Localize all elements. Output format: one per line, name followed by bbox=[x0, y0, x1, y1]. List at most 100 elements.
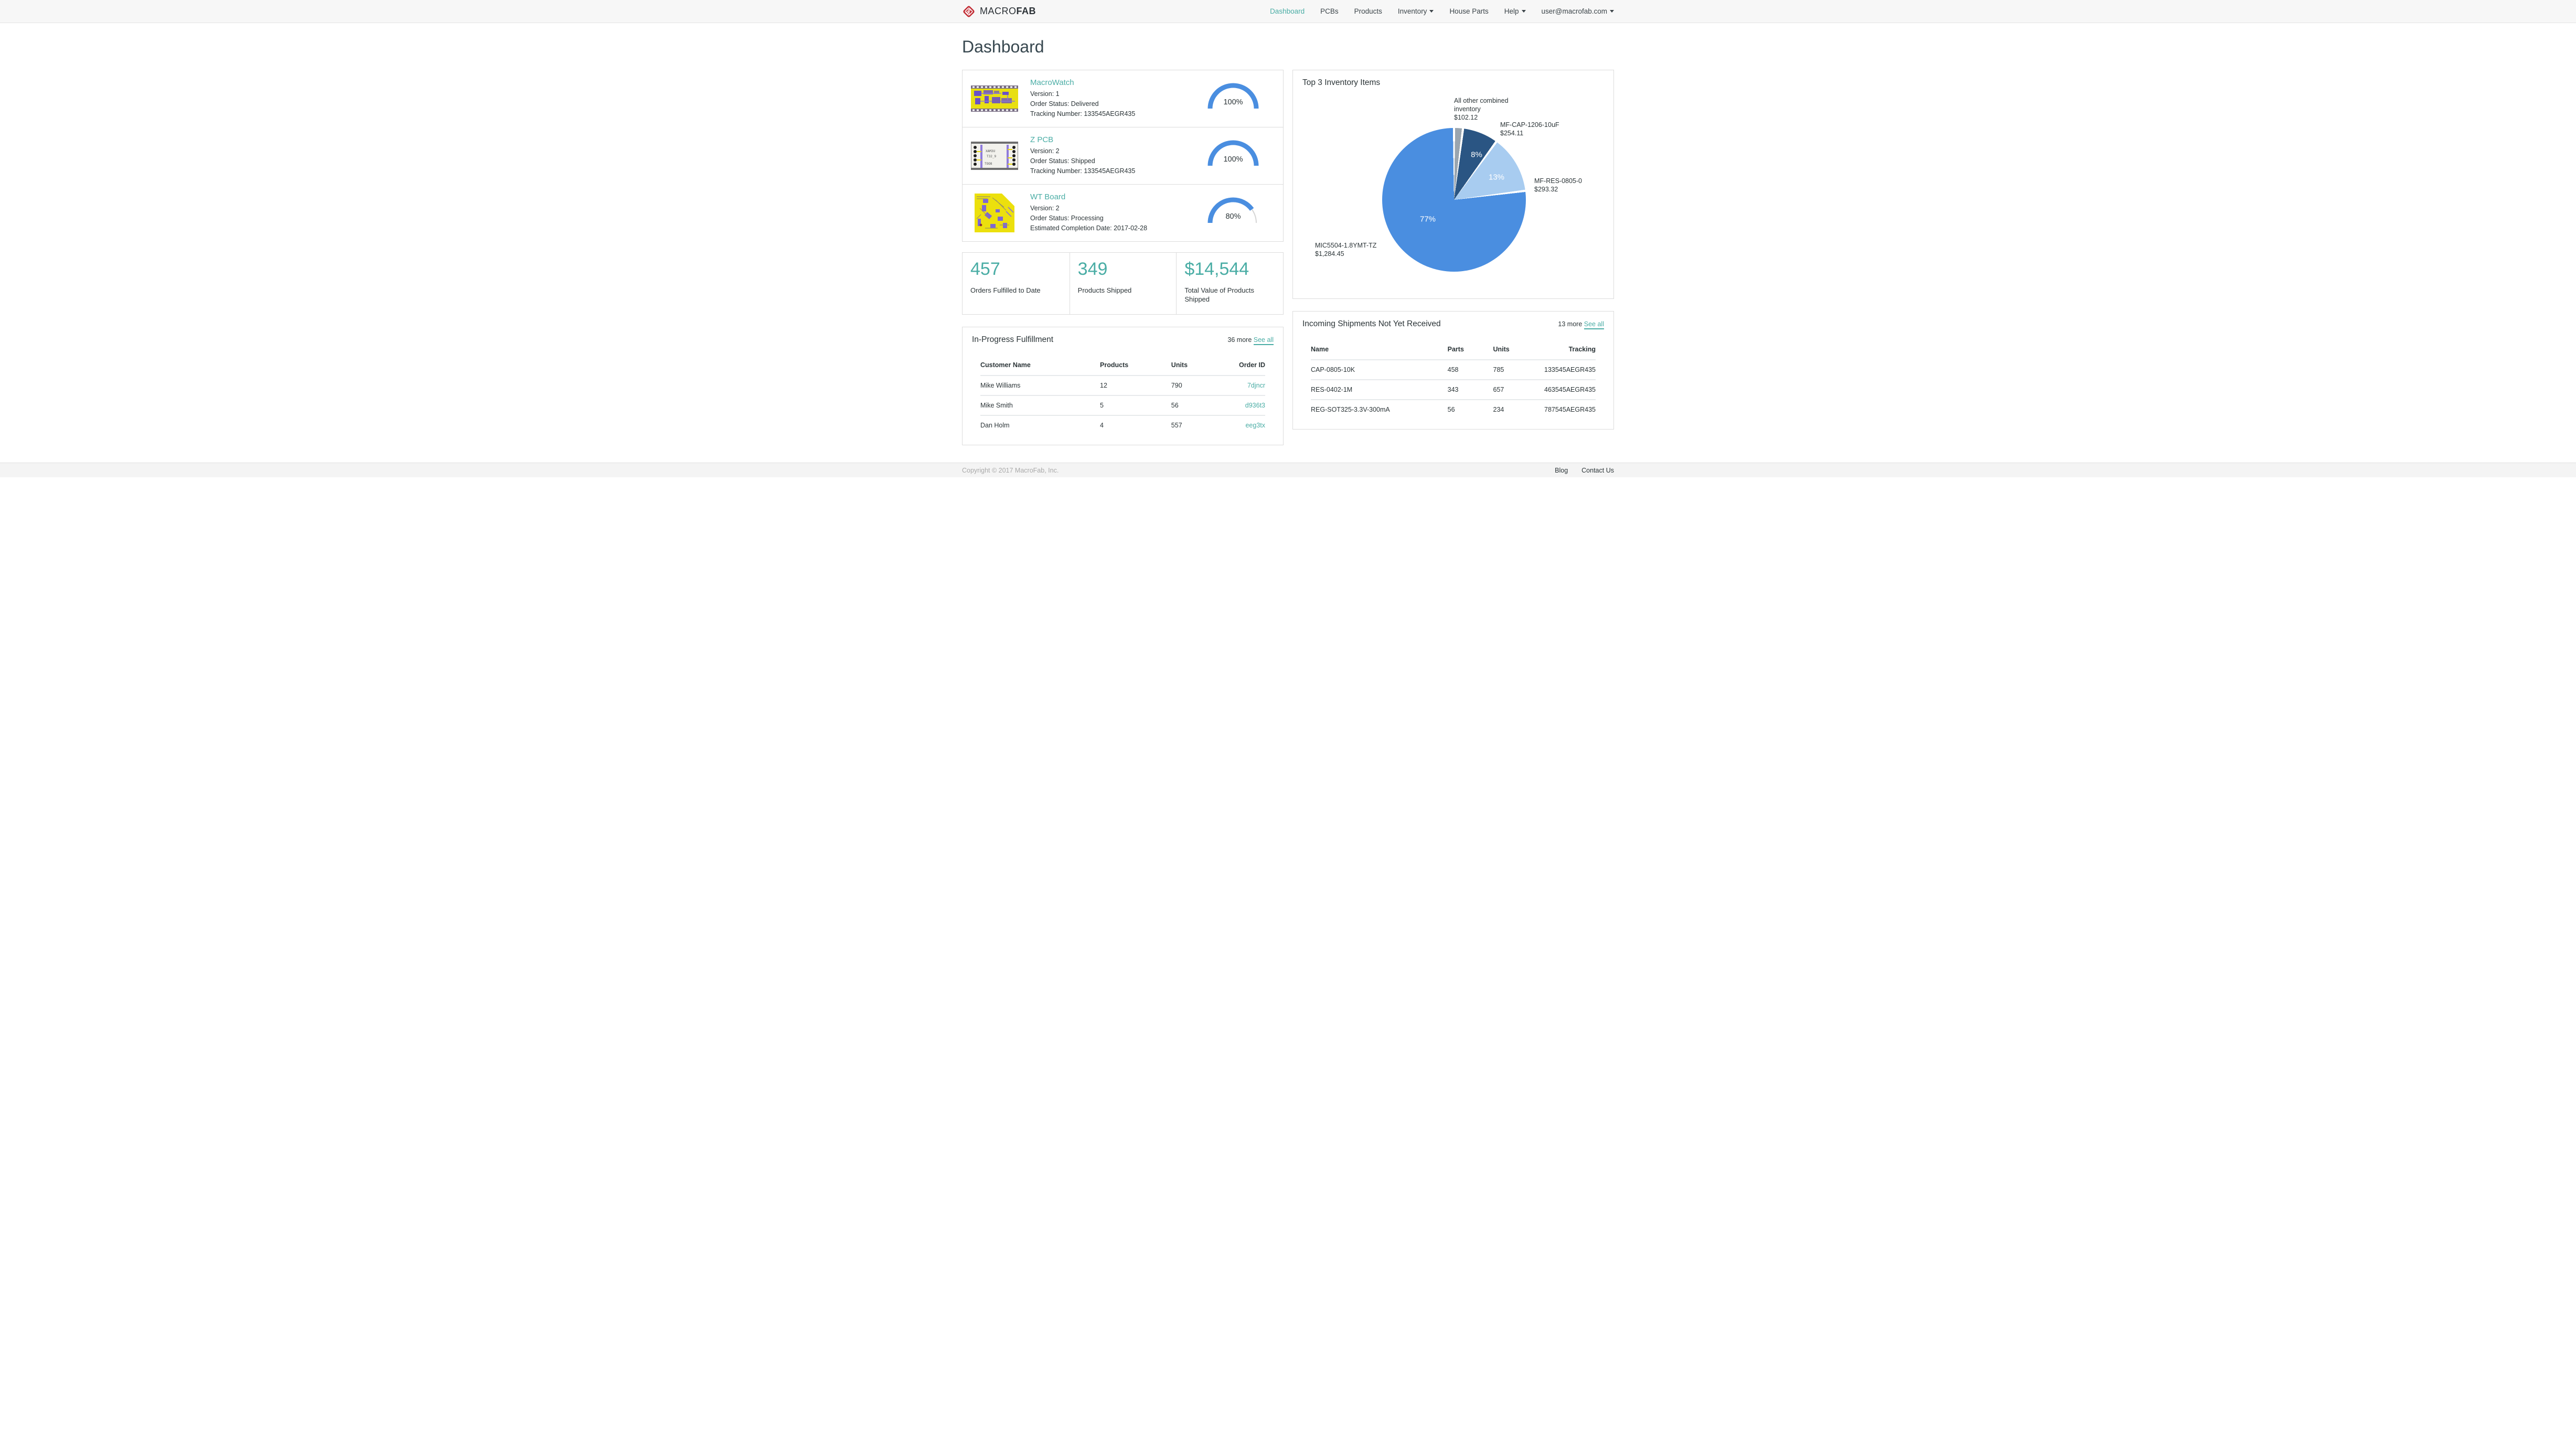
table-row: Mike Smith 5 56 d936t3 bbox=[980, 395, 1265, 415]
cell-tracking: 133545AEGR435 bbox=[1544, 366, 1596, 373]
svg-text:T32_9: T32_9 bbox=[987, 155, 996, 158]
cell-parts: 56 bbox=[1447, 406, 1455, 413]
inventory-pie-chart: 8% 13% 77% bbox=[1382, 128, 1526, 272]
order-status: Order Status: Shipped bbox=[1030, 157, 1095, 165]
cell-units: 557 bbox=[1171, 422, 1182, 429]
order-card-zpcb: XAM3U T32_9 TOO8 Z PCB Version: 2 Order St… bbox=[963, 127, 1283, 184]
main-nav: Dashboard PCBs Products Inventory House … bbox=[1270, 7, 1614, 15]
cell-parts: 343 bbox=[1447, 386, 1459, 393]
stat-label: Total Value of Products Shipped bbox=[1184, 286, 1255, 303]
progress-percentage: 100% bbox=[1223, 98, 1243, 106]
fulfillment-table: Customer Name Products Units Order ID Mi… bbox=[980, 357, 1265, 435]
recent-orders-panel: MacroWatch Version: 1 Order Status: Deli… bbox=[962, 70, 1284, 242]
footer-contact-link[interactable]: Contact Us bbox=[1581, 466, 1614, 474]
cell-part-name: CAP-0805-10K bbox=[1311, 366, 1355, 373]
panel-title: Top 3 Inventory Items bbox=[1302, 78, 1381, 87]
order-tracking: Tracking Number: 133545AEGR435 bbox=[1030, 110, 1136, 117]
pie-slice-percentage: 13% bbox=[1488, 173, 1505, 182]
footer-blog-link[interactable]: Blog bbox=[1555, 466, 1568, 474]
pie-slice-percentage: 77% bbox=[1419, 215, 1436, 224]
panel-title: Incoming Shipments Not Yet Received bbox=[1302, 319, 1441, 328]
stat-products-shipped: 349 Products Shipped bbox=[1069, 253, 1177, 314]
column-header: Customer Name bbox=[980, 361, 1031, 369]
progress-gauge: 100% bbox=[1207, 138, 1259, 169]
nav-user-menu[interactable]: user@macrofab.com bbox=[1542, 7, 1614, 15]
cell-units: 790 bbox=[1171, 382, 1182, 389]
column-header: Units bbox=[1493, 346, 1510, 353]
cell-part-name: RES-0402-1M bbox=[1311, 386, 1353, 393]
see-all-link[interactable]: See all bbox=[1584, 320, 1604, 329]
cell-customer-name: Mike Williams bbox=[980, 382, 1021, 389]
stat-label: Products Shipped bbox=[1077, 286, 1132, 294]
progress-percentage: 80% bbox=[1225, 212, 1241, 221]
cell-units: 234 bbox=[1493, 406, 1504, 413]
page-footer: Copyright © 2017 MacroFab, Inc. Blog Con… bbox=[0, 463, 2576, 477]
column-header: Units bbox=[1171, 361, 1188, 369]
copyright-text: Copyright © 2017 MacroFab, Inc. bbox=[962, 466, 1059, 474]
order-completion-date: Estimated Completion Date: 2017-02-28 bbox=[1030, 224, 1148, 232]
nav-inventory-dropdown[interactable]: Inventory bbox=[1398, 7, 1434, 15]
chevron-down-icon bbox=[1429, 10, 1434, 13]
order-title-link[interactable]: Z PCB bbox=[1030, 135, 1054, 144]
pie-label-mf-res: MF-RES-0805-0 $293.32 bbox=[1534, 177, 1582, 193]
pcb-thumbnail-wtboard bbox=[975, 194, 1014, 232]
progress-gauge: 80% bbox=[1207, 196, 1259, 226]
pie-label-mf-cap: MF-CAP-1206-10uF $254.11 bbox=[1500, 121, 1559, 137]
nav-pcbs[interactable]: PCBs bbox=[1320, 7, 1339, 15]
page-title: Dashboard bbox=[962, 37, 1044, 56]
order-tracking: Tracking Number: 133545AEGR435 bbox=[1030, 167, 1136, 175]
cell-customer-name: Mike Smith bbox=[980, 402, 1013, 409]
cell-tracking: 787545AEGR435 bbox=[1544, 406, 1596, 413]
order-title-link[interactable]: MacroWatch bbox=[1030, 78, 1074, 87]
order-version: Version: 1 bbox=[1030, 90, 1060, 98]
stat-value: 457 bbox=[970, 259, 1000, 279]
cell-units: 56 bbox=[1171, 402, 1179, 409]
cell-units: 785 bbox=[1493, 366, 1504, 373]
chevron-down-icon bbox=[1610, 10, 1614, 13]
more-count: 13 more See all bbox=[1558, 320, 1604, 329]
top-inventory-panel: Top 3 Inventory Items 8% 13% 77% All oth… bbox=[1292, 70, 1614, 299]
order-status: Order Status: Delivered bbox=[1030, 100, 1099, 108]
macrofab-logo[interactable]: MACROFAB bbox=[962, 5, 1036, 18]
more-count: 36 more See all bbox=[1227, 336, 1274, 345]
nav-products[interactable]: Products bbox=[1354, 7, 1382, 15]
table-row: REG-SOT325-3.3V-300mA 56 234 787545AEGR4… bbox=[1311, 400, 1596, 419]
cell-parts: 458 bbox=[1447, 366, 1459, 373]
order-card-macrowatch: MacroWatch Version: 1 Order Status: Deli… bbox=[963, 70, 1283, 127]
stat-value: $14,544 bbox=[1184, 259, 1249, 279]
cell-products: 5 bbox=[1100, 402, 1104, 409]
svg-text:XAM3U: XAM3U bbox=[986, 149, 995, 153]
nav-dashboard[interactable]: Dashboard bbox=[1270, 7, 1305, 15]
pcb-thumbnail-zpcb: XAM3U T32_9 TOO8 bbox=[971, 142, 1018, 170]
stat-total-value-shipped: $14,544 Total Value of Products Shipped bbox=[1176, 253, 1283, 314]
table-row: CAP-0805-10K 458 785 133545AEGR435 bbox=[1311, 360, 1596, 380]
svg-text:TOO8: TOO8 bbox=[985, 162, 992, 166]
table-row: RES-0402-1M 343 657 463545AEGR435 bbox=[1311, 380, 1596, 400]
column-header: Tracking bbox=[1568, 346, 1596, 353]
macrofab-logo-icon bbox=[963, 5, 975, 17]
order-id-link[interactable]: 7djncr bbox=[1247, 382, 1265, 389]
chevron-down-icon bbox=[1521, 10, 1526, 13]
pie-label-mic5504: MIC5504-1.8YMT-TZ $1,284.45 bbox=[1315, 242, 1377, 258]
cell-part-name: REG-SOT325-3.3V-300mA bbox=[1311, 406, 1390, 413]
cell-products: 4 bbox=[1100, 422, 1104, 429]
panel-title: In-Progress Fulfillment bbox=[972, 335, 1054, 344]
order-id-link[interactable]: eeg3tx bbox=[1245, 422, 1265, 429]
nav-house-parts[interactable]: House Parts bbox=[1449, 7, 1489, 15]
pie-slice-percentage: 8% bbox=[1471, 150, 1482, 159]
order-title-link[interactable]: WT Board bbox=[1030, 192, 1066, 201]
see-all-link[interactable]: See all bbox=[1253, 336, 1274, 345]
in-progress-fulfillment-panel: In-Progress Fulfillment 36 more See all … bbox=[962, 327, 1284, 445]
brand-name: MACROFAB bbox=[980, 6, 1036, 16]
order-status: Order Status: Processing bbox=[1030, 215, 1104, 222]
order-id-link[interactable]: d936t3 bbox=[1245, 402, 1265, 409]
order-version: Version: 2 bbox=[1030, 147, 1060, 155]
top-navigation-bar: MACROFAB Dashboard PCBs Products Invento… bbox=[0, 0, 2576, 23]
stats-panel: 457 Orders Fulfilled to Date 349 Product… bbox=[962, 252, 1284, 315]
column-header: Name bbox=[1311, 346, 1329, 353]
nav-help-dropdown[interactable]: Help bbox=[1504, 7, 1526, 15]
cell-units: 657 bbox=[1493, 386, 1504, 393]
column-header: Parts bbox=[1447, 346, 1464, 353]
incoming-shipments-panel: Incoming Shipments Not Yet Received 13 m… bbox=[1292, 311, 1614, 430]
column-header: Order ID bbox=[1238, 361, 1265, 369]
